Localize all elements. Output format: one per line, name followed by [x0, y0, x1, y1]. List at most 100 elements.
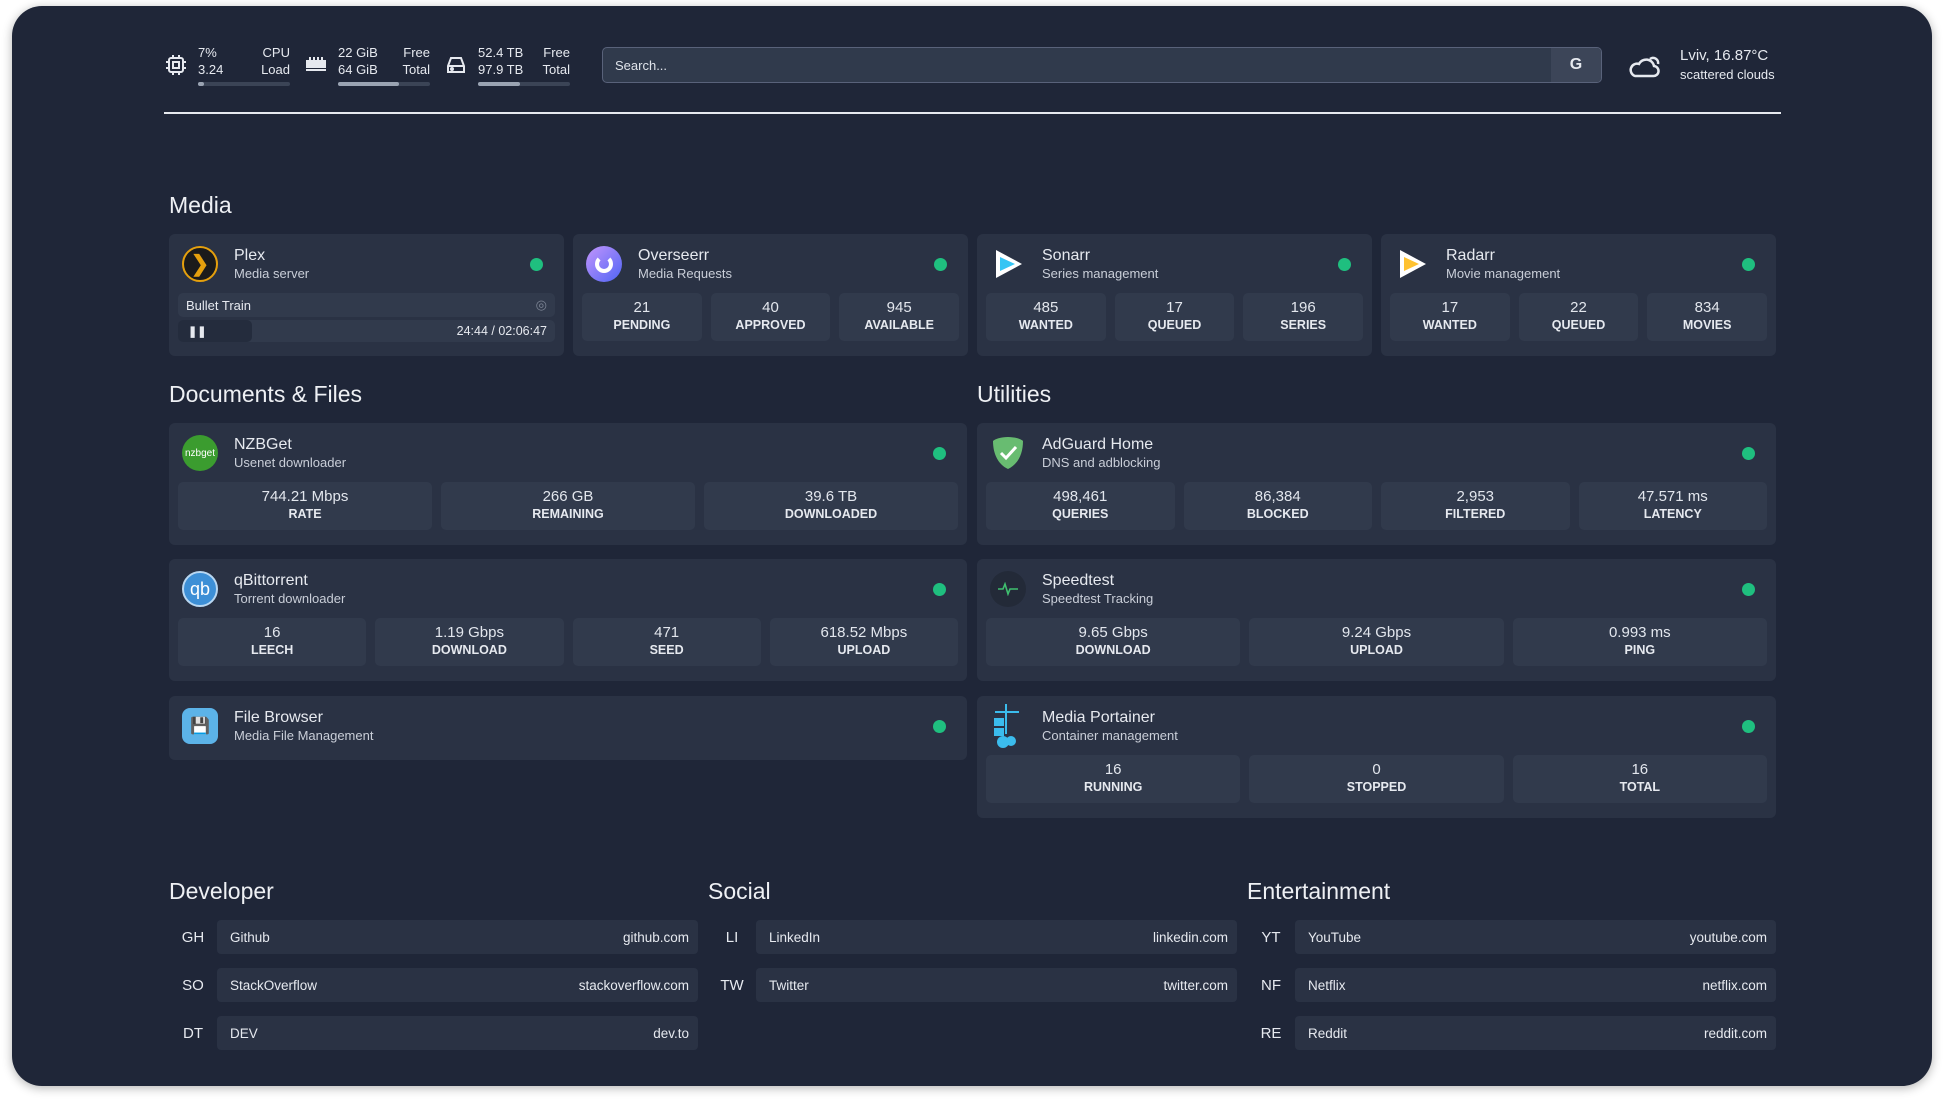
section-title-media: Media — [169, 192, 232, 218]
service-card-sonarr[interactable]: Sonarr Series management 485 WANTED 17 QUEUED… — [977, 234, 1372, 356]
stat-movies: 834 MOVIES — [1647, 293, 1768, 341]
search-input[interactable] — [603, 48, 1551, 82]
service-card-media-portainer[interactable]: Media Portainer Container management 16 RUN… — [977, 696, 1776, 818]
bookmark-link[interactable]: DEV dev.to — [217, 1016, 698, 1050]
bookmark-abbr: GH — [181, 928, 205, 946]
bookmark-link[interactable]: StackOverflow stackoverflow.com — [217, 968, 698, 1002]
stat-label: WANTED — [1018, 318, 1073, 332]
bookmark-name: StackOverflow — [230, 977, 318, 993]
bookmark-reddit[interactable]: RE Reddit reddit.com — [1247, 1016, 1776, 1050]
stat-remaining: 266 GB REMAINING — [441, 482, 695, 530]
service-card-adguard-home[interactable]: AdGuard Home DNS and adblocking 498,461 QUE… — [977, 423, 1776, 545]
search-engine-button[interactable]: G — [1551, 48, 1601, 82]
radarr-logo-icon — [1394, 246, 1430, 282]
stat-value: 86,384 — [1254, 488, 1301, 505]
bookmark-name: LinkedIn — [769, 929, 821, 945]
service-card-radarr[interactable]: Radarr Movie management 17 WANTED 22 QUEUED 83… — [1381, 234, 1776, 356]
bookmark-dev[interactable]: DT DEV dev.to — [169, 1016, 698, 1050]
playback-progress[interactable]: ❚❚ 24:44 / 02:06:47 — [178, 320, 555, 342]
bookmark-name: DEV — [230, 1025, 258, 1041]
service-description: Media server — [234, 266, 310, 281]
stat-value: 21 — [633, 299, 651, 316]
bookmark-youtube[interactable]: YT YouTube youtube.com — [1247, 920, 1776, 954]
stat-download: 9.65 Gbps DOWNLOAD — [986, 618, 1241, 666]
bookmark-link[interactable]: Github github.com — [217, 920, 698, 954]
status-dot — [934, 257, 947, 271]
service-name: Plex — [234, 247, 266, 264]
stat-blocked: 86,384 BLOCKED — [1183, 482, 1372, 530]
service-card-nzbget[interactable]: nzbget NZBGet Usenet downloader 744.21 Mbps… — [169, 423, 967, 545]
header-divider — [164, 112, 1781, 114]
status-dot — [933, 446, 946, 460]
file-browser-logo-icon: 💾 — [182, 708, 218, 744]
memory-widget: 22 GiB Free 64 GiB Total — [304, 44, 430, 86]
stat-label: DOWNLOAD — [431, 643, 507, 657]
speedtest-logo-icon — [990, 571, 1026, 607]
bookmark-link[interactable]: Twitter twitter.com — [756, 968, 1237, 1002]
weather-condition: scattered clouds — [1680, 67, 1775, 82]
stat-seed: 471 SEED — [572, 618, 761, 666]
cloud-sun-icon — [1629, 56, 1660, 78]
stat-label: UPLOAD — [1350, 643, 1403, 657]
service-name: Speedtest — [1042, 572, 1115, 589]
bookmark-url: twitter.com — [1163, 977, 1228, 993]
bookmark-name: Netflix — [1308, 977, 1346, 993]
bookmark-github[interactable]: GH Github github.com — [169, 920, 698, 954]
service-card-speedtest[interactable]: Speedtest Speedtest Tracking 9.65 Gbps DOWN… — [977, 559, 1776, 681]
stat-ping: 0.993 ms PING — [1512, 618, 1767, 666]
bookmark-linkedin[interactable]: LI LinkedIn linkedin.com — [708, 920, 1237, 954]
service-name: File Browser — [234, 709, 323, 726]
stat-label: RATE — [288, 507, 322, 521]
stat-value: 2,953 — [1456, 488, 1495, 505]
bookmark-link[interactable]: Netflix netflix.com — [1295, 968, 1776, 1002]
stat-value: 40 — [762, 299, 779, 316]
stat-value: 498,461 — [1053, 488, 1108, 505]
bookmark-name: Github — [230, 929, 270, 945]
bookmark-url: github.com — [622, 929, 689, 945]
adguard-logo-icon — [990, 435, 1026, 471]
bookmark-abbr: DT — [183, 1024, 203, 1042]
stat-value: 16 — [263, 624, 281, 641]
stat-rate: 744.21 Mbps RATE — [178, 482, 432, 530]
service-name: AdGuard Home — [1042, 436, 1154, 453]
bookmark-link[interactable]: YouTube youtube.com — [1295, 920, 1776, 954]
weather-widget[interactable]: Lviv, 16.87°C scattered clouds — [1626, 46, 1775, 84]
stat-value: 485 — [1033, 299, 1059, 316]
bookmark-url: linkedin.com — [1152, 929, 1228, 945]
bookmark-twitter[interactable]: TW Twitter twitter.com — [708, 968, 1237, 1002]
bookmark-url: reddit.com — [1703, 1025, 1767, 1041]
stat-upload: 9.24 Gbps UPLOAD — [1249, 618, 1504, 666]
bookmark-netflix[interactable]: NF Netflix netflix.com — [1247, 968, 1776, 1002]
nzbget-logo-icon: nzbget — [182, 435, 218, 471]
status-dot — [530, 257, 543, 271]
stat-label: DOWNLOADED — [784, 507, 878, 521]
pause-icon[interactable]: ❚❚ — [188, 325, 207, 338]
cpu-bar — [198, 82, 290, 86]
service-card-plex[interactable]: ❯ Plex Media server Bullet Train ◎ ❚❚ 24:44 … — [169, 234, 564, 356]
bookmark-stackoverflow[interactable]: SO StackOverflow stackoverflow.com — [169, 968, 698, 1002]
bookmark-link[interactable]: LinkedIn linkedin.com — [756, 920, 1237, 954]
stat-value: 834 — [1694, 299, 1720, 316]
sonarr-logo-icon — [990, 246, 1026, 282]
service-name: Radarr — [1446, 247, 1495, 264]
stat-value: 0 — [1372, 761, 1381, 778]
bookmark-link[interactable]: Reddit reddit.com — [1295, 1016, 1776, 1050]
service-card-file-browser[interactable]: 💾 File Browser Media File Management — [169, 696, 967, 760]
service-description: Container management — [1042, 728, 1178, 743]
stat-leech: 16 LEECH — [178, 618, 367, 666]
overseerr-logo-icon — [586, 246, 622, 282]
bookmark-abbr: YT — [1261, 928, 1281, 946]
section-title-developer: Developer — [169, 878, 274, 904]
service-card-overseerr[interactable]: Overseerr Media Requests 21 PENDING 40 APPROV… — [573, 234, 968, 356]
qbittorrent-logo-icon: qb — [182, 571, 218, 607]
stat-upload: 618.52 Mbps UPLOAD — [769, 618, 958, 666]
stat-value: 744.21 Mbps — [261, 488, 349, 505]
service-card-qbittorrent[interactable]: qb qBittorrent Torrent downloader 16 LEECH 1.… — [169, 559, 967, 681]
stat-label: WANTED — [1422, 318, 1477, 332]
stat-value: 1.19 Gbps — [434, 624, 504, 641]
memory-free: 22 GiB — [338, 45, 378, 60]
section-title-utilities: Utilities — [977, 381, 1052, 407]
status-dot — [1742, 719, 1755, 733]
bookmark-url: netflix.com — [1702, 977, 1767, 993]
stat-wanted: 485 WANTED — [986, 293, 1106, 341]
